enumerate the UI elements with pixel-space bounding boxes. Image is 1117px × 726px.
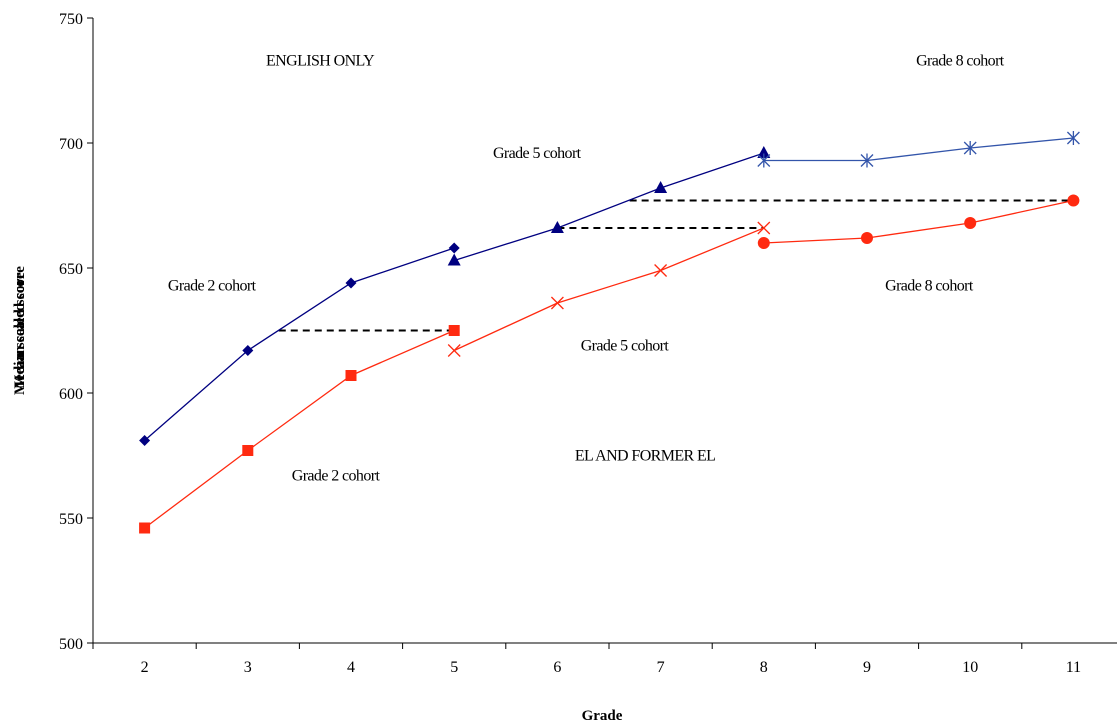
x-axis-title: Grade: [582, 708, 623, 724]
data-point-square: [345, 370, 357, 381]
data-point-square: [139, 522, 151, 534]
x-stroke: [447, 344, 461, 357]
series-el_and_former_el-grade8: [757, 194, 1080, 249]
annotation-label: Grade 2 cohort: [292, 468, 381, 485]
series-english_only-grade8: [757, 131, 1080, 168]
data-point-x: [550, 296, 564, 310]
y-tick-label: 600: [59, 386, 83, 403]
data-point-triangle: [550, 221, 564, 233]
data-point-circle: [1067, 194, 1080, 207]
data-point-circle: [861, 232, 873, 244]
y-tick-label: 700: [59, 136, 83, 153]
series-line: [763, 137, 1074, 162]
data-point-diamond: [139, 435, 151, 446]
x-tick-label: 8: [760, 659, 768, 676]
data-point-diamond: [448, 242, 460, 254]
data-point-asterisk: [963, 141, 977, 155]
annotation-label: Grade 2 cohort: [168, 278, 257, 295]
y-tick-label: 750: [59, 11, 83, 28]
y-axis-title: Median scaled score: [12, 266, 28, 395]
data-point-square: [448, 325, 460, 336]
data-point-diamond: [242, 345, 254, 356]
x-tick-label: 5: [450, 659, 458, 676]
data-point-triangle: [654, 181, 668, 193]
data-point-x: [654, 264, 668, 277]
x-stroke: [757, 221, 771, 235]
series-line: [144, 247, 455, 441]
data-point-x: [757, 221, 771, 235]
x-stroke: [654, 264, 668, 277]
data-point-asterisk: [860, 153, 874, 168]
series-line: [453, 227, 765, 352]
annotation-label: Grade 8 cohort: [885, 278, 974, 295]
x-stroke: [550, 296, 564, 310]
data-point-square: [242, 445, 254, 456]
annotation-label: Grade 5 cohort: [493, 145, 582, 162]
series-english_only-grade2: [139, 242, 460, 446]
data-point-x: [447, 344, 461, 357]
y-tick-label: 650: [59, 261, 83, 278]
data-point-circle: [964, 217, 977, 229]
x-tick-label: 3: [244, 659, 252, 676]
x-tick-label: 7: [657, 659, 665, 676]
axes: 500 550 600 650 700 750 2 3 4 5 6 7 8 9 10 11: [59, 11, 1117, 676]
annotations: ENGLISH ONLY Grade 8 cohort Grade 5 cohort…: [168, 53, 1006, 485]
data-point-diamond: [345, 277, 357, 289]
series-line: [763, 199, 1074, 244]
reference-lines: [278, 199, 1074, 332]
x-tick-label: 9: [863, 659, 871, 676]
y-tick-label: 500: [59, 636, 83, 653]
x-tick-label: 4: [347, 659, 355, 676]
series-group: [139, 131, 1080, 534]
data-point-circle: [757, 237, 770, 249]
series-line: [144, 329, 455, 529]
data-point-triangle: [757, 146, 771, 158]
series-english_only-grade5: [447, 146, 771, 266]
series-el_and_former_el-grade2: [139, 325, 460, 534]
data-point-triangle: [447, 253, 461, 266]
y-axis-title: Mean scaled score: [12, 272, 28, 389]
annotation-label: Grade 5 cohort: [581, 338, 670, 355]
annotation-label: Grade 8 cohort: [916, 53, 1005, 70]
annotation-label: EL AND FORMER EL: [575, 448, 715, 465]
x-tick-label: 10: [962, 659, 978, 676]
x-tick-label: 6: [553, 659, 561, 676]
x-tick-label: 11: [1066, 659, 1081, 676]
series-el_and_former_el-grade5: [447, 221, 771, 357]
y-tick-label: 550: [59, 511, 83, 528]
data-point-asterisk: [757, 153, 771, 168]
data-point-asterisk: [1066, 131, 1080, 145]
series-line: [454, 152, 765, 262]
x-tick-label: 2: [141, 659, 149, 676]
annotation-label: ENGLISH ONLY: [266, 53, 375, 70]
